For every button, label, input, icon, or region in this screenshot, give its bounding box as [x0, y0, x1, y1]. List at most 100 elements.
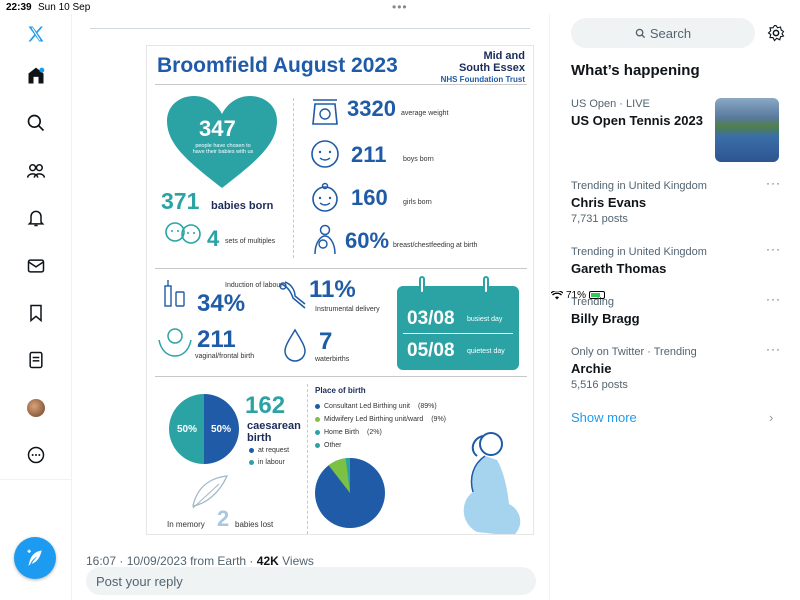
instrumental-label: Instrumental delivery — [315, 306, 380, 313]
battery-percent: 71% — [566, 289, 587, 301]
more-options-icon[interactable]: ··· — [766, 176, 781, 190]
gear-icon[interactable] — [767, 24, 785, 42]
pie-left-label: 50% — [177, 424, 198, 435]
trend-item[interactable]: Trending Billy Bragg ··· — [571, 292, 781, 326]
more-options-icon[interactable]: ··· — [766, 292, 781, 306]
communities-icon[interactable] — [24, 159, 48, 183]
caesarean-label: caesarean — [247, 420, 301, 432]
calendar-ring — [483, 276, 489, 294]
compose-button[interactable] — [14, 537, 56, 579]
trend-item[interactable]: Trending in United Kingdom Chris Evans 7… — [571, 176, 781, 225]
caesarean-number: 162 — [245, 392, 286, 419]
place-of-birth-legend: Consultant Led Birthing unit (89%) Midwi… — [315, 400, 515, 452]
show-more-link[interactable]: Show more — [571, 410, 637, 425]
tweet-detail: Broomfield August 2023 Mid and South Ess… — [72, 14, 550, 600]
bookmarks-icon[interactable] — [24, 301, 48, 325]
quietest-date: 05/08 — [407, 340, 455, 361]
legend-dot — [315, 404, 320, 409]
divider — [307, 384, 308, 534]
left-nav — [0, 14, 72, 600]
vaginal-number: 211 — [197, 326, 236, 353]
girls-label: girls born — [403, 199, 432, 206]
search-input[interactable]: Search — [571, 18, 755, 48]
whats-happening-title: What’s happening — [571, 62, 700, 79]
status-time: 22:39 — [6, 2, 32, 13]
legend-item: Midwifery Led Birthing unit/ward (9%) — [315, 413, 515, 426]
place-of-birth-pie — [315, 458, 385, 528]
divider — [155, 84, 527, 85]
instrumental-percent: 11% — [309, 276, 356, 303]
trend-posts: 5,516 posts — [571, 379, 628, 391]
legend-item: Home Birth (2%) — [315, 426, 515, 439]
legend-dot — [315, 443, 320, 448]
more-options-icon[interactable]: ··· — [766, 342, 781, 356]
divider — [403, 333, 513, 334]
calendar-ring — [419, 276, 425, 294]
multitask-dots[interactable]: ••• — [392, 0, 408, 14]
waterbirths-label: waterbirths — [315, 356, 350, 363]
messages-icon[interactable] — [24, 254, 48, 278]
hands-baby-icon — [158, 328, 192, 357]
nhs-logo: Mid and South Essex NHS Foundation Trust — [440, 50, 525, 84]
legend-dot — [249, 448, 254, 453]
home-icon[interactable] — [24, 64, 48, 88]
x-logo-icon[interactable] — [24, 22, 48, 46]
more-icon[interactable] — [24, 443, 48, 467]
search-icon — [635, 28, 646, 38]
trend-posts: 7,731 posts — [571, 213, 628, 225]
at-request-label: at request — [258, 447, 290, 454]
status-bar: 22:39 Sun 10 Sep ••• 71% — [0, 0, 800, 301]
right-sidebar: Search What’s happening US Open · LIVE U… — [551, 14, 800, 600]
wifi-icon — [551, 290, 563, 299]
views-count: 42K — [256, 554, 279, 568]
feather-icon — [27, 549, 42, 566]
baby-girl-icon — [312, 182, 338, 212]
place-of-birth-title: Place of birth — [315, 386, 366, 395]
search-icon[interactable] — [24, 111, 48, 135]
status-date: Sun 10 Sep — [38, 2, 91, 13]
legend-item: Consultant Led Birthing unit (89%) — [315, 400, 515, 413]
memory-label: babies lost — [235, 520, 274, 529]
babies-icon — [165, 222, 201, 244]
breastfeeding-percent: 60% — [345, 228, 390, 253]
caesarean-label-2: birth — [247, 432, 272, 444]
chevron-right-icon: › — [769, 410, 774, 425]
avg-weight-label: average weight — [401, 110, 449, 117]
forceps-icon — [279, 281, 306, 309]
trend-meta: US Open · LIVE — [571, 98, 650, 110]
tweet-image[interactable]: Broomfield August 2023 Mid and South Ess… — [146, 45, 534, 535]
trend-topic: Archie — [571, 361, 612, 376]
poster-title: Broomfield August 2023 — [157, 54, 398, 77]
status-right: 71% — [551, 2, 800, 588]
legend-dot — [315, 417, 320, 422]
profile-avatar[interactable] — [24, 396, 48, 420]
trend-topic: Billy Bragg — [571, 311, 640, 326]
more-options-icon[interactable]: ··· — [766, 242, 781, 256]
heart-text: people have chosen to have their babies … — [192, 143, 254, 155]
multiples-number: 4 — [207, 226, 220, 251]
pregnant-woman-illustration — [463, 432, 521, 534]
notifications-icon[interactable] — [24, 206, 48, 230]
divider — [90, 28, 530, 29]
search-placeholder: Search — [649, 25, 692, 41]
lists-icon[interactable] — [24, 348, 48, 372]
busiest-date: 03/08 — [407, 308, 455, 329]
legend-dot — [315, 430, 320, 435]
nav-divider — [0, 479, 72, 480]
in-labour-label: in labour — [258, 459, 285, 466]
feather-memory-icon — [192, 475, 229, 509]
reply-placeholder: Post your reply — [96, 574, 183, 589]
reply-input[interactable]: Post your reply — [86, 567, 536, 595]
trend-meta: Trending in United Kingdom — [571, 180, 707, 192]
divider — [155, 268, 527, 269]
heart-number: 347 — [199, 116, 236, 141]
trend-topic: Chris Evans — [571, 195, 647, 210]
breastfeeding-label: breast/chestfeeding at birth — [393, 242, 478, 249]
baby-face-icon — [311, 140, 339, 168]
us-open-thumbnail[interactable] — [715, 98, 779, 162]
boys-number: 211 — [351, 142, 387, 167]
trend-item[interactable]: US Open · LIVE US Open Tennis 2023 — [571, 98, 711, 128]
trend-item[interactable]: Trending in United Kingdom Gareth Thomas… — [571, 242, 781, 276]
trend-item[interactable]: Only on Twitter · Trending Archie 5,516 … — [571, 342, 781, 391]
boys-label: boys born — [403, 156, 434, 163]
